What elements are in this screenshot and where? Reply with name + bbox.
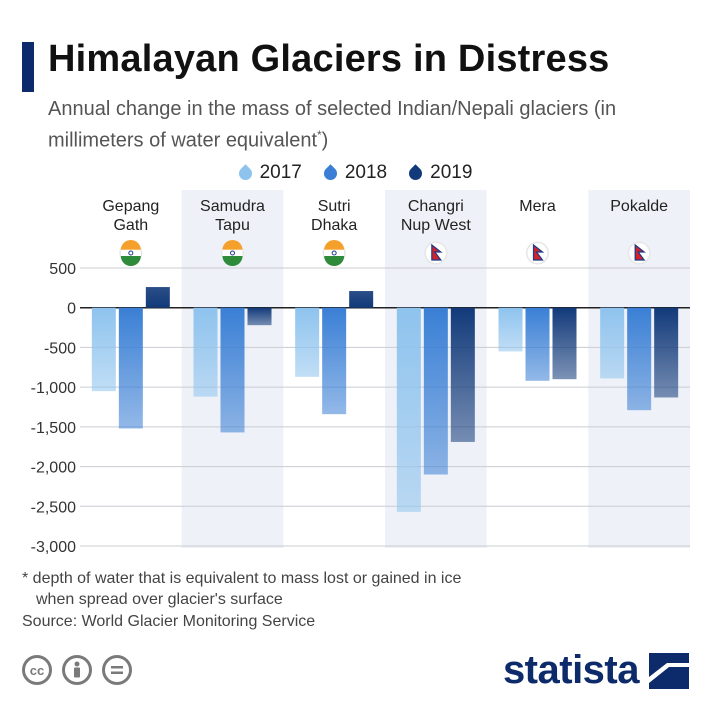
bar-2017 (193, 307, 218, 397)
y-tick-label: -1,500 (31, 420, 76, 437)
y-tick-label: 0 (67, 301, 76, 318)
india-flag-icon (221, 240, 244, 266)
flag-white (222, 249, 243, 257)
y-tick-label: -2,500 (31, 499, 76, 516)
subtitle-close: ) (321, 129, 329, 152)
flag-pennant (532, 243, 545, 261)
title-accent-bar (22, 42, 34, 92)
brand-wordmark: statista (502, 648, 640, 692)
legend-label: 2019 (430, 162, 473, 183)
category-label: Samudra (200, 198, 265, 215)
legend-label: 2018 (344, 162, 388, 183)
flag-chakra (128, 250, 134, 256)
bar-2018 (322, 307, 347, 415)
bar-2019 (654, 307, 679, 398)
y-tick-label: -2,000 (31, 460, 76, 477)
flag-saffron (324, 240, 345, 250)
bar-2018 (525, 307, 550, 381)
flag-chakra (230, 250, 235, 256)
footnote-line-1: * depth of water that is equivalent to m… (22, 570, 462, 587)
statista-mark-icon (649, 652, 689, 689)
bar-2018 (118, 307, 143, 429)
chart-title: Himalayan Glaciers in Distress (48, 38, 610, 80)
flag-chakra (331, 250, 337, 256)
footnote: * depth of water that is equivalent to m… (22, 568, 461, 610)
legend-item-2017[interactable]: 2017 (235, 162, 302, 184)
bar-2017 (498, 307, 523, 352)
flag-green (324, 256, 345, 266)
noderivs-icon[interactable] (102, 655, 132, 685)
bar-2018 (220, 307, 245, 433)
subtitle-text: Annual change in the mass of selected In… (48, 98, 617, 152)
y-tick-label: -1,000 (31, 380, 76, 397)
flag-pennant (634, 243, 646, 261)
legend-label: 2017 (259, 162, 302, 183)
category-label: Mera (519, 198, 556, 215)
nepal-flag-icon (424, 241, 448, 265)
category-label: Tapu (215, 217, 250, 234)
nepal-flag-icon (526, 241, 549, 265)
cc-icon[interactable]: cc (22, 655, 52, 685)
chart-legend: 2017 2018 2019 (0, 162, 711, 184)
chart-subtitle: Annual change in the mass of selected In… (48, 96, 698, 154)
y-tick-label: -500 (44, 340, 76, 357)
india-flag-icon (119, 240, 143, 266)
category-label: Changri (408, 198, 464, 215)
flag-pennant (431, 243, 443, 261)
statista-logo[interactable]: statista (503, 648, 689, 693)
equals-glyph (111, 666, 123, 674)
flag-saffron (120, 240, 141, 250)
flag-green (222, 256, 243, 266)
category-label: Sutri (318, 198, 351, 215)
bar-2019 (349, 291, 374, 308)
category-label: Nup West (401, 217, 472, 234)
bar-2017 (295, 307, 320, 377)
flag-saffron (222, 240, 243, 250)
bar-2019 (247, 307, 272, 326)
category-label: Gath (113, 217, 148, 234)
category-label: Pokalde (610, 198, 668, 215)
license-icons: cc (22, 655, 132, 685)
footnote-line-2: when spread over glacier's surface (36, 591, 283, 608)
person-glyph (74, 661, 80, 678)
bar-2018 (627, 307, 652, 411)
flag-white (120, 249, 141, 257)
bar-2019 (450, 307, 475, 442)
legend-item-2018[interactable]: 2018 (321, 162, 388, 184)
category-label: Gepang (102, 198, 159, 215)
bar-2019 (552, 307, 577, 380)
flag-white (324, 249, 345, 257)
attribution-icon[interactable] (62, 655, 92, 685)
legend-item-2019[interactable]: 2019 (406, 162, 473, 184)
flag-green (120, 256, 141, 266)
nepal-flag-icon (627, 241, 651, 265)
subtitle-footnote-mark: * (317, 128, 322, 142)
bar-2017 (600, 307, 625, 379)
category-label: Dhaka (311, 217, 357, 234)
y-tick-label: 500 (49, 261, 76, 278)
india-flag-icon (322, 240, 346, 266)
source-note: Source: World Glacier Monitoring Service (22, 613, 316, 630)
bar-2017 (91, 307, 116, 392)
y-tick-label: -3,000 (31, 539, 76, 556)
bar-2019 (145, 287, 170, 308)
bar-2018 (423, 307, 448, 475)
bar-2017 (396, 307, 421, 512)
